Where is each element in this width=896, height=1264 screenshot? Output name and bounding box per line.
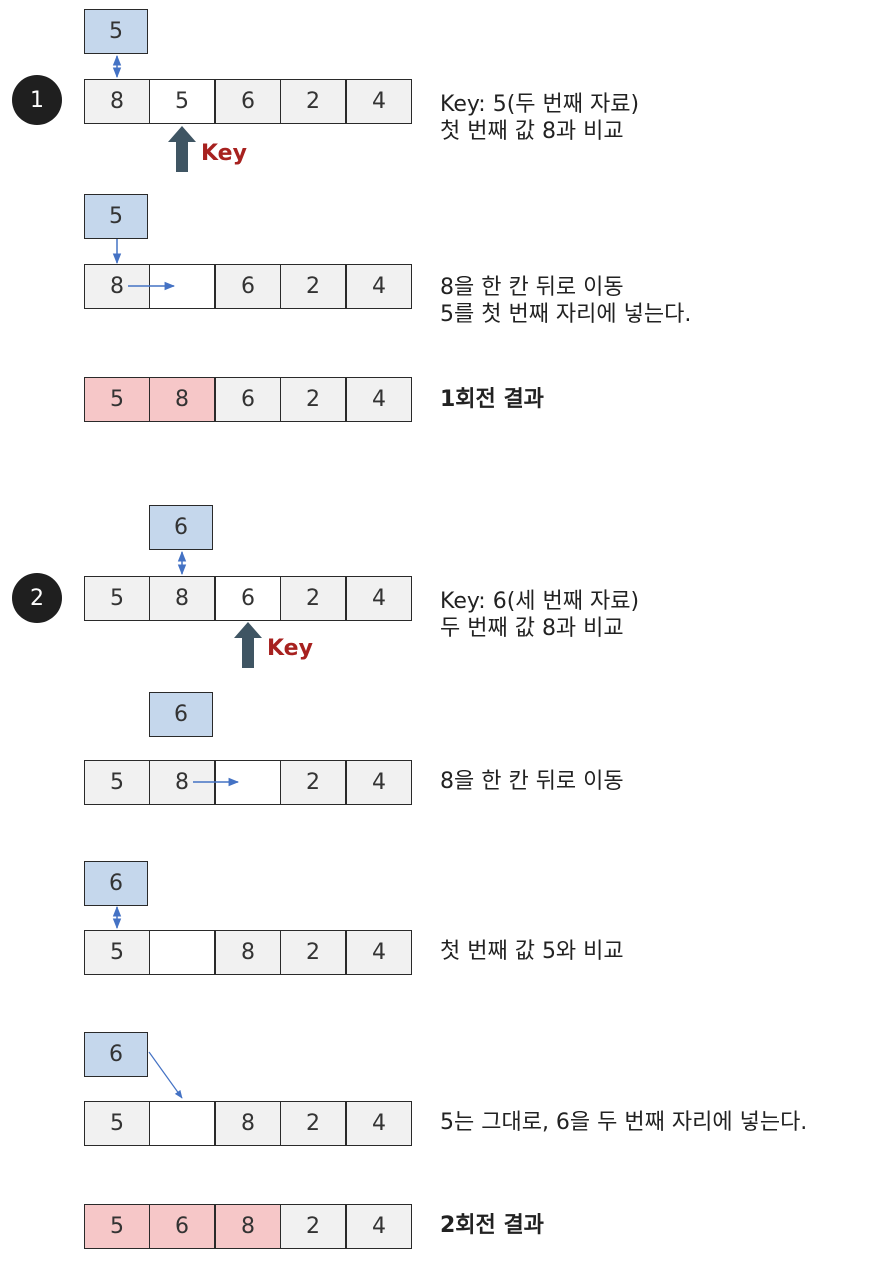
array-cell: 5 — [84, 1101, 150, 1146]
step-2-badge: 2 — [12, 573, 62, 623]
array-cell: 2 — [280, 377, 346, 422]
key-box: 6 — [149, 692, 213, 737]
array-cell — [149, 264, 215, 309]
step-note: 8을 한 칸 뒤로 이동 — [440, 769, 624, 794]
key-box: 6 — [84, 1032, 148, 1077]
array-cell: 8 — [149, 760, 215, 805]
step-note: 8을 한 칸 뒤로 이동 5를 첫 번째 자리에 넣는다. — [440, 274, 691, 328]
array-cell — [149, 1101, 215, 1146]
array-cell: 4 — [346, 760, 412, 805]
array-cell: 5 — [84, 1204, 150, 1249]
array-cell: 2 — [280, 760, 346, 805]
array-cell: 8 — [149, 576, 215, 621]
key-arrow-icon — [168, 126, 196, 172]
array-cell: 4 — [346, 930, 412, 975]
array-cell: 5 — [149, 79, 215, 124]
round-result: 2회전 결과 — [440, 1213, 544, 1238]
note-line: 8을 한 칸 뒤로 이동 — [440, 275, 624, 300]
array-cell: 2 — [280, 576, 346, 621]
step-note: Key: 6(세 번째 자료) 두 번째 값 8과 비교 — [440, 588, 639, 642]
array-cell: 8 — [215, 1204, 281, 1249]
note-line: 5를 첫 번째 자리에 넣는다. — [440, 302, 692, 327]
array-cell: 2 — [280, 1101, 346, 1146]
array-cell: 4 — [346, 1101, 412, 1146]
note-line: Key: 5(두 번째 자료) — [440, 92, 640, 117]
array-cell: 4 — [346, 576, 412, 621]
array-cell: 5 — [84, 576, 150, 621]
array-cell: 8 — [84, 79, 150, 124]
note-line: 첫 번째 값 8과 비교 — [440, 119, 624, 144]
array-cell: 6 — [215, 264, 281, 309]
step-1-badge: 1 — [12, 75, 62, 125]
step-note: Key: 5(두 번째 자료) 첫 번째 값 8과 비교 — [440, 91, 639, 145]
array-cell: 2 — [280, 264, 346, 309]
key-label: Key — [201, 141, 247, 166]
round-result: 1회전 결과 — [440, 387, 544, 412]
array-cell: 4 — [346, 79, 412, 124]
array-cell: 4 — [346, 1204, 412, 1249]
key-box: 6 — [149, 505, 213, 550]
array-cell: 6 — [215, 576, 281, 621]
key-label: Key — [267, 636, 313, 661]
note-line: Key: 6(세 번째 자료) — [440, 589, 640, 614]
array-cell: 2 — [280, 930, 346, 975]
array-cell: 8 — [149, 377, 215, 422]
step-note: 첫 번째 값 5와 비교 — [440, 939, 624, 964]
array-cell: 6 — [215, 377, 281, 422]
array-cell: 5 — [84, 930, 150, 975]
note-line: 두 번째 값 8과 비교 — [440, 616, 624, 641]
array-cell: 5 — [84, 377, 150, 422]
array-cell — [149, 930, 215, 975]
array-cell: 2 — [280, 79, 346, 124]
array-cell: 8 — [215, 930, 281, 975]
insert-arrow — [148, 1051, 183, 1099]
step-note: 5는 그대로, 6을 두 번째 자리에 넣는다. — [440, 1110, 808, 1135]
array-cell: 4 — [346, 377, 412, 422]
key-box: 5 — [84, 9, 148, 54]
array-cell: 6 — [149, 1204, 215, 1249]
key-arrow-icon — [234, 622, 262, 668]
key-box: 6 — [84, 861, 148, 906]
array-cell: 4 — [346, 264, 412, 309]
key-box: 5 — [84, 194, 148, 239]
array-cell: 2 — [280, 1204, 346, 1249]
